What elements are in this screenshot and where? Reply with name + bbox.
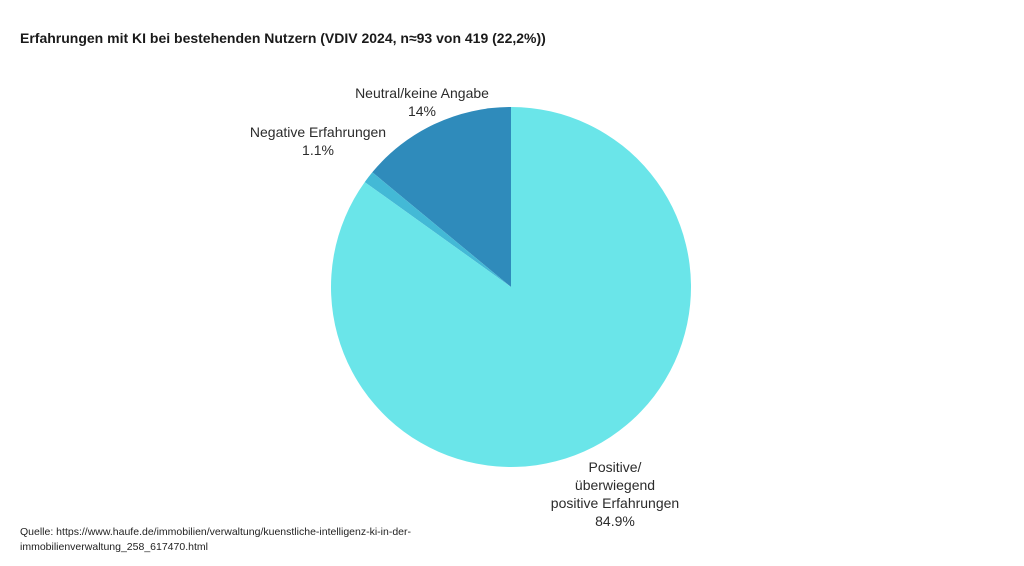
slice-label-positive: Positive/überwiegend positive Erfahrungen… <box>551 459 679 529</box>
source-note: Quelle: https://www.haufe.de/immobilien/… <box>20 526 412 553</box>
slice-name-label: positive Erfahrungen <box>551 495 679 511</box>
slice-value-label: 1.1% <box>302 142 334 158</box>
chart-title: Erfahrungen mit KI bei bestehenden Nutze… <box>20 30 546 46</box>
slice-name-label: Negative Erfahrungen <box>250 124 386 140</box>
pie-labels: Neutral/keine Angabe 14% Negative Erfahrun… <box>250 85 679 529</box>
slice-name-label: Positive/ <box>589 459 642 475</box>
slice-name-label: überwiegend <box>575 477 655 493</box>
slice-label-negative: Negative Erfahrungen 1.1% <box>250 124 386 158</box>
slice-value-label: 14% <box>408 103 436 119</box>
pie-slice-neutral <box>372 107 511 287</box>
pie-slice-positive <box>331 107 692 467</box>
slice-label-neutral: Neutral/keine Angabe 14% <box>355 85 489 119</box>
slice-value-label: 84.9% <box>595 513 635 529</box>
pie-slices <box>331 107 692 467</box>
pie-slice-negative <box>364 172 511 287</box>
slice-name-label: Neutral/keine Angabe <box>355 85 489 101</box>
